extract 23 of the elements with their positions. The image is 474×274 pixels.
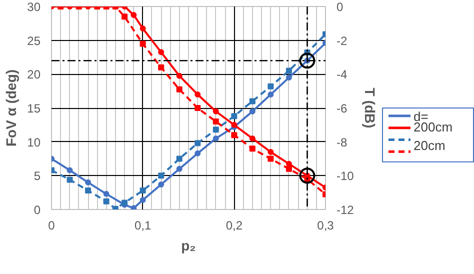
y2-tick-label: 0	[336, 0, 344, 14]
y2-tick-label: -12	[336, 203, 354, 217]
y-tick-label: 5	[34, 169, 41, 184]
x-tick-label: 0,2	[226, 218, 243, 232]
x-tick-label: 0,1	[134, 218, 152, 232]
legend-label: d= 200cm	[414, 109, 453, 135]
y2-tick-label: -4	[336, 68, 348, 82]
y2-tick-label: -2	[336, 34, 348, 48]
y-tick-label: 0	[34, 203, 41, 217]
y-tick-label: 15	[27, 102, 41, 116]
y2-tick-label: -6	[336, 102, 348, 116]
legend-label: 20cm	[414, 138, 446, 154]
y-axis-title: FoV α (deg)	[3, 69, 20, 147]
y-tick-label: 30	[27, 0, 41, 14]
y2-axis-title: T (dB)	[362, 88, 378, 128]
x-axis-title: p₂	[181, 238, 196, 254]
y-tick-label: 10	[27, 135, 41, 150]
x-tick-label: 0	[48, 218, 56, 232]
y2-tick-label: -10	[336, 169, 354, 184]
y2-tick-label: -8	[336, 135, 348, 150]
y-tick-label: 25	[27, 34, 41, 48]
x-tick-label: 0,3	[317, 218, 334, 232]
y-tick-label: 20	[27, 68, 41, 82]
